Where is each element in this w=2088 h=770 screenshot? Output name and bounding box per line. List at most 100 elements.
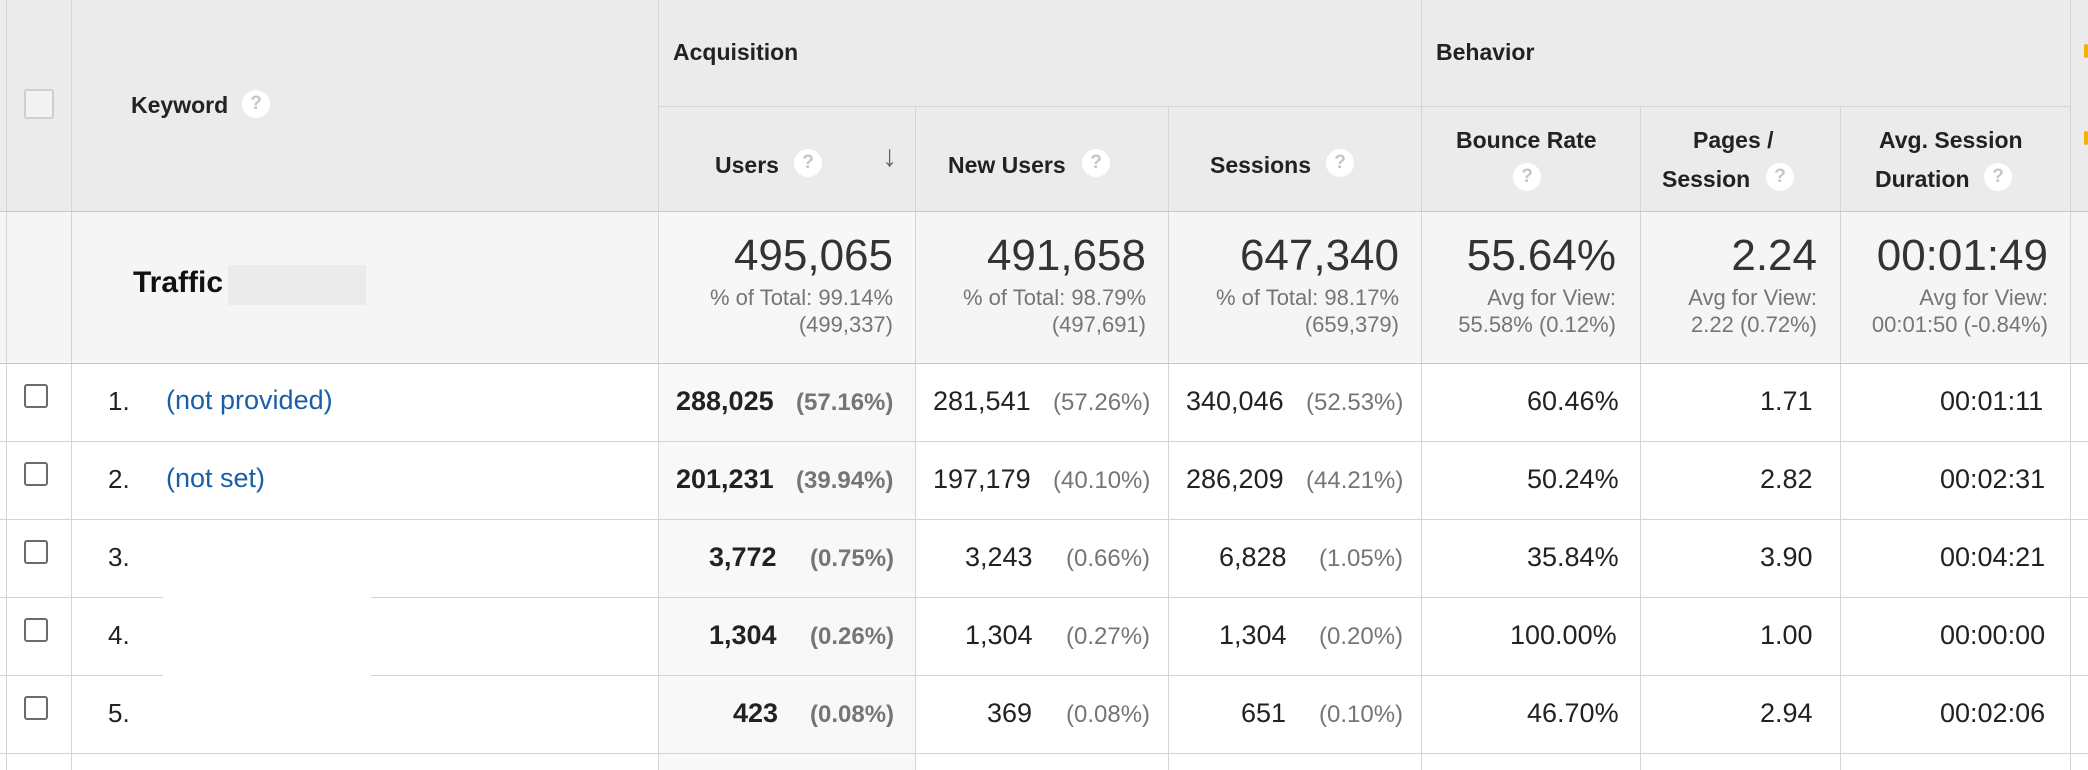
new-users-total-pct: % of Total: 98.79%: [962, 285, 1146, 310]
pages-session-value: 3.90: [1760, 542, 1813, 572]
users-column-header[interactable]: Users: [715, 152, 779, 178]
users-value: 3,772: [709, 542, 777, 572]
divider: [6, 0, 7, 770]
bounce-rate-column-header[interactable]: Bounce Rate: [1456, 127, 1597, 153]
bounce-rate-value: 46.70%: [1527, 698, 1619, 728]
sessions-value: 286,209: [1186, 464, 1284, 494]
divider: [0, 675, 2088, 676]
divider: [915, 106, 916, 770]
help-icon[interactable]: ?: [794, 149, 822, 177]
new-users-value: 3,243: [965, 542, 1033, 572]
pages-session-avg-label: Avg for View:: [1688, 285, 1817, 310]
pages-session-value: 2.82: [1760, 464, 1813, 494]
row-number: 2.: [108, 464, 130, 494]
row-checkbox[interactable]: [24, 540, 48, 564]
help-icon[interactable]: ?: [1766, 163, 1794, 191]
avg-duration-avg-label: Avg for View:: [1919, 285, 2048, 310]
behavior-group-header: Behavior: [1436, 39, 1535, 65]
row-number: 5.: [108, 698, 130, 728]
divider: [0, 441, 2088, 442]
sessions-value: 651: [1241, 698, 1287, 728]
bounce-rate-value: 100.00%: [1510, 620, 1617, 650]
divider: [0, 753, 2088, 754]
users-summary: 495,065 % of Total: 99.14% (499,337): [659, 211, 915, 363]
bounce-rate-avg-value: 55.58% (0.12%): [1458, 312, 1616, 337]
pages-session-summary: 2.24 Avg for View: 2.22 (0.72%): [1641, 211, 1840, 363]
bounce-rate-value: 35.84%: [1527, 542, 1619, 572]
pages-session-value: 1.00: [1760, 620, 1813, 650]
avg-duration-summary: 00:01:49 Avg for View: 00:01:50 (-0.84%): [1841, 211, 2070, 363]
users-pct: (0.26%): [810, 623, 895, 650]
sessions-pct: (0.20%): [1319, 623, 1404, 650]
users-value: 1,304: [709, 620, 777, 650]
sessions-pct: (0.10%): [1319, 701, 1404, 728]
sessions-total-abs: (659,379): [1304, 312, 1399, 337]
redacted-area: [163, 530, 371, 750]
sessions-summary: 647,340 % of Total: 98.17% (659,379): [1169, 211, 1421, 363]
users-total-pct: % of Total: 99.14%: [709, 285, 893, 310]
new-users-pct: (0.27%): [1066, 623, 1151, 650]
redacted-area: [228, 265, 366, 305]
new-users-pct: (0.66%): [1066, 545, 1151, 572]
pages-session-column-header-line1[interactable]: Pages /: [1693, 127, 1774, 153]
new-users-value: 1,304: [965, 620, 1033, 650]
bounce-rate-value: 50.24%: [1527, 464, 1619, 494]
keyword-link[interactable]: (not provided): [166, 385, 333, 415]
avg-duration-column-header-line1[interactable]: Avg. Session: [1879, 127, 2023, 153]
sessions-column-header[interactable]: Sessions: [1210, 152, 1311, 178]
keyword-link[interactable]: (not set): [166, 463, 266, 493]
row-checkbox[interactable]: [24, 696, 48, 720]
bounce-rate-avg-label: Avg for View:: [1487, 285, 1616, 310]
divider: [0, 363, 2088, 364]
help-icon[interactable]: ?: [1513, 163, 1541, 191]
divider: [71, 0, 72, 770]
row-checkbox[interactable]: [24, 462, 48, 486]
row-checkbox[interactable]: [24, 384, 48, 408]
sessions-value: 1,304: [1219, 620, 1287, 650]
help-icon[interactable]: ?: [1082, 149, 1110, 177]
bounce-rate-value: 60.46%: [1527, 386, 1619, 416]
avg-duration-column-header-line2[interactable]: Duration: [1875, 166, 1970, 192]
sessions-pct: (1.05%): [1319, 545, 1404, 572]
row-number: 1.: [108, 386, 130, 416]
help-icon[interactable]: ?: [242, 90, 270, 118]
new-users-value: 197,179: [933, 464, 1031, 494]
sessions-pct: (52.53%): [1306, 389, 1404, 416]
divider: [1421, 0, 1422, 770]
bounce-rate-summary: 55.64% Avg for View: 55.58% (0.12%): [1422, 211, 1640, 363]
summary-label: Traffic: [133, 266, 224, 299]
row-number: 3.: [108, 542, 130, 572]
pages-session-total: 2.24: [1731, 231, 1817, 280]
pages-session-value: 1.71: [1760, 386, 1813, 416]
users-total-abs: (499,337): [798, 312, 893, 337]
sessions-value: 6,828: [1219, 542, 1287, 572]
sessions-total: 647,340: [1239, 231, 1399, 280]
pages-session-column-header-line2[interactable]: Session: [1662, 166, 1751, 192]
users-column-highlight: [659, 363, 915, 770]
table-header: [0, 0, 2088, 211]
new-users-column-header[interactable]: New Users: [948, 152, 1066, 178]
avg-duration-value: 00:02:31: [1940, 464, 2046, 494]
users-pct: (39.94%): [796, 467, 894, 494]
keyword-column-header[interactable]: Keyword: [131, 92, 229, 118]
avg-duration-value: 00:04:21: [1940, 542, 2046, 572]
sessions-pct: (44.21%): [1306, 467, 1404, 494]
new-users-value: 369: [987, 698, 1033, 728]
new-users-summary: 491,658 % of Total: 98.79% (497,691): [916, 211, 1168, 363]
sort-descending-icon[interactable]: ↓: [882, 140, 897, 173]
avg-duration-avg-value: 00:01:50 (-0.84%): [1871, 312, 2048, 337]
scroll-indicator: [2084, 44, 2088, 58]
help-icon[interactable]: ?: [1326, 149, 1354, 177]
help-icon[interactable]: ?: [1984, 163, 2012, 191]
pages-session-value: 2.94: [1760, 698, 1813, 728]
divider: [0, 519, 2088, 520]
users-total: 495,065: [733, 231, 893, 280]
new-users-pct: (40.10%): [1053, 467, 1151, 494]
divider: [0, 597, 2088, 598]
new-users-value: 281,541: [933, 386, 1031, 416]
users-value: 423: [733, 698, 779, 728]
select-all-checkbox[interactable]: [24, 89, 54, 119]
row-checkbox[interactable]: [24, 618, 48, 642]
users-pct: (0.08%): [810, 701, 895, 728]
